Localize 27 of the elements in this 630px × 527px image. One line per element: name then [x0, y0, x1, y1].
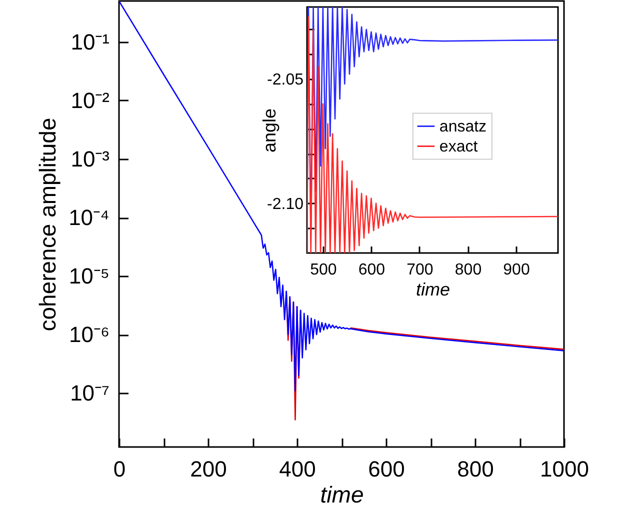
- y-tick-label: 10⁻⁶: [68, 322, 110, 348]
- x-tick-label: 600: [358, 262, 386, 278]
- y-tick-label: -2.10: [267, 196, 304, 213]
- x-tick-label: 1000: [540, 456, 589, 482]
- y-tick-label: 10⁻²: [70, 88, 110, 113]
- x-tick-label: 800: [454, 262, 482, 278]
- x-tick-label: 600: [368, 456, 405, 482]
- x-tick-label: 200: [190, 456, 227, 482]
- y-tick-label: 10⁻⁵: [68, 264, 110, 289]
- legend-label: exact: [439, 138, 478, 156]
- y-axis-title: coherence amplitude: [34, 118, 61, 332]
- x-tick-label: 900: [503, 262, 530, 278]
- y-tick-label: 10⁻³: [70, 146, 110, 172]
- y-tick-label: 10⁻⁷: [70, 380, 110, 406]
- y-tick-label: -2.05: [267, 72, 304, 89]
- line-series: [119, 1, 564, 392]
- x-tick-label: 400: [279, 456, 316, 482]
- y-tick-label: 10⁻¹: [70, 29, 110, 54]
- x-tick-label: 700: [406, 262, 434, 278]
- x-tick-label: 500: [310, 262, 337, 278]
- x-axis-title: time: [416, 280, 450, 300]
- y-axis-title: angle: [260, 108, 280, 153]
- x-tick-label: 800: [457, 456, 494, 482]
- x-tick-label: 0: [113, 456, 126, 482]
- y-tick-label: 10⁻⁴: [68, 205, 110, 230]
- legend-label: ansatz: [439, 118, 487, 136]
- x-axis-title: time: [320, 482, 364, 508]
